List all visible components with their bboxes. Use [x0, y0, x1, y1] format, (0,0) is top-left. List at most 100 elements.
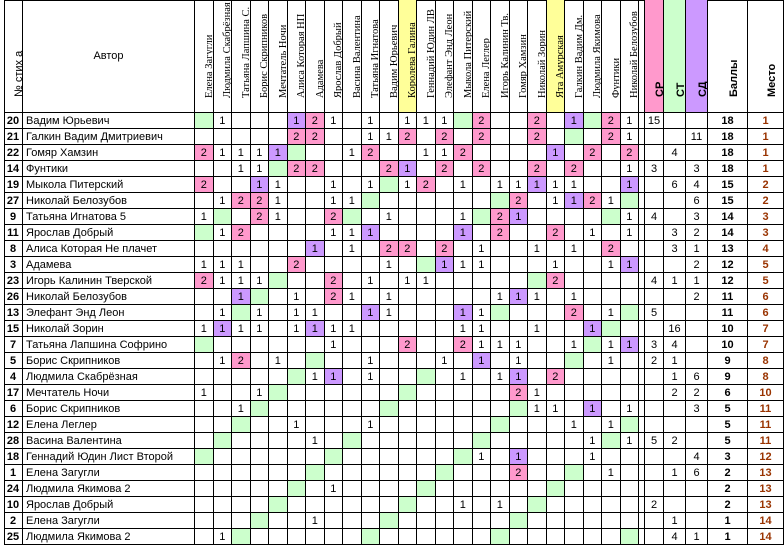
score-cell: 2	[602, 129, 621, 145]
sr-cell	[645, 417, 664, 433]
score-cell: 2	[398, 241, 417, 257]
judge-name: Фунтики	[610, 57, 621, 98]
score-cell: 1	[620, 209, 639, 225]
score-cell: 1	[620, 433, 639, 449]
score-cell	[546, 241, 565, 257]
score-cell	[472, 497, 491, 513]
score-cell	[546, 337, 565, 353]
score-cell: 1	[472, 353, 491, 369]
score-cell	[435, 369, 454, 385]
score-cell	[195, 401, 214, 417]
score-cell	[417, 369, 436, 385]
score-cell	[195, 449, 214, 465]
score-cell: 1	[602, 353, 621, 369]
score-cell	[398, 481, 417, 497]
score-cell	[472, 433, 491, 449]
judge-name: Татьяна Лапшина С.	[240, 6, 251, 98]
score-cell	[324, 129, 343, 145]
author-name: Людмила Якимова 2	[23, 529, 195, 545]
points-cell: 2	[708, 481, 748, 497]
score-cell	[583, 177, 602, 193]
score-cell	[583, 385, 602, 401]
score-cell	[602, 481, 621, 497]
row-number: 15	[4, 321, 23, 337]
score-cell	[435, 289, 454, 305]
score-cell	[546, 433, 565, 449]
score-cell: 1	[213, 257, 232, 273]
place-cell: 5	[748, 273, 784, 289]
score-cell	[380, 433, 399, 449]
score-cell	[250, 353, 269, 369]
judge-header-21: Галкин Вадим Дм.	[565, 0, 584, 113]
score-cell	[528, 449, 547, 465]
author-name: Вадим Юрьевич	[23, 113, 195, 129]
score-cell: 2	[398, 337, 417, 353]
score-cell	[472, 369, 491, 385]
score-cell	[417, 257, 436, 273]
score-cell	[454, 449, 473, 465]
author-name: Борис Скрипников	[23, 353, 195, 369]
score-cell: 1	[380, 305, 399, 321]
score-cell	[417, 161, 436, 177]
score-cell	[398, 465, 417, 481]
score-cell	[546, 481, 565, 497]
sr-cell: 3	[645, 161, 664, 177]
st-cell	[664, 113, 686, 129]
score-cell	[343, 433, 362, 449]
score-cell	[417, 193, 436, 209]
score-cell	[269, 337, 288, 353]
score-cell	[565, 145, 584, 161]
sd-cell: 1	[686, 273, 708, 289]
score-cell	[602, 225, 621, 241]
score-cell: 1	[472, 305, 491, 321]
points-cell: 18	[708, 129, 748, 145]
score-cell: 1	[306, 321, 325, 337]
score-cell: 1	[454, 225, 473, 241]
score-cell: 2	[528, 113, 547, 129]
st-cell: 4	[664, 337, 686, 353]
score-cell	[398, 321, 417, 337]
score-cell	[195, 161, 214, 177]
score-cell	[602, 433, 621, 449]
score-cell	[491, 241, 510, 257]
place-cell: 14	[748, 513, 784, 529]
score-cell	[454, 513, 473, 529]
place-cell: 7	[748, 337, 784, 353]
row-number: 27	[4, 193, 23, 209]
judge-header-8: Ярослав Добрый	[324, 0, 343, 113]
score-cell: 1	[565, 289, 584, 305]
score-cell	[269, 385, 288, 401]
score-cell	[380, 193, 399, 209]
author-name: Галкин Вадим Дмитриевич	[23, 129, 195, 145]
score-cell: 1	[324, 321, 343, 337]
st-cell	[664, 209, 686, 225]
score-cell: 2	[380, 241, 399, 257]
score-cell	[287, 449, 306, 465]
score-cell	[435, 385, 454, 401]
st-cell	[664, 497, 686, 513]
score-cell: 2	[306, 113, 325, 129]
extra-header-4: Баллы	[708, 0, 748, 113]
score-cell: 2	[602, 113, 621, 129]
score-cell	[583, 417, 602, 433]
score-cell: 2	[602, 241, 621, 257]
place-cell: 14	[748, 529, 784, 545]
score-cell	[602, 497, 621, 513]
score-cell	[324, 305, 343, 321]
score-cell	[213, 401, 232, 417]
st-cell	[664, 449, 686, 465]
score-cell	[528, 145, 547, 161]
score-cell	[546, 385, 565, 401]
judge-name: Николай Белозубов	[629, 11, 639, 98]
place-cell: 13	[748, 497, 784, 513]
sd-cell: 1	[686, 529, 708, 545]
score-cell	[620, 289, 639, 305]
score-cell	[602, 401, 621, 417]
score-cell	[583, 161, 602, 177]
score-cell	[454, 241, 473, 257]
score-cell: 1	[213, 273, 232, 289]
judge-name: Гомяр Хамзин	[518, 34, 528, 98]
score-cell	[213, 129, 232, 145]
score-cell: 1	[491, 369, 510, 385]
sd-cell	[686, 481, 708, 497]
